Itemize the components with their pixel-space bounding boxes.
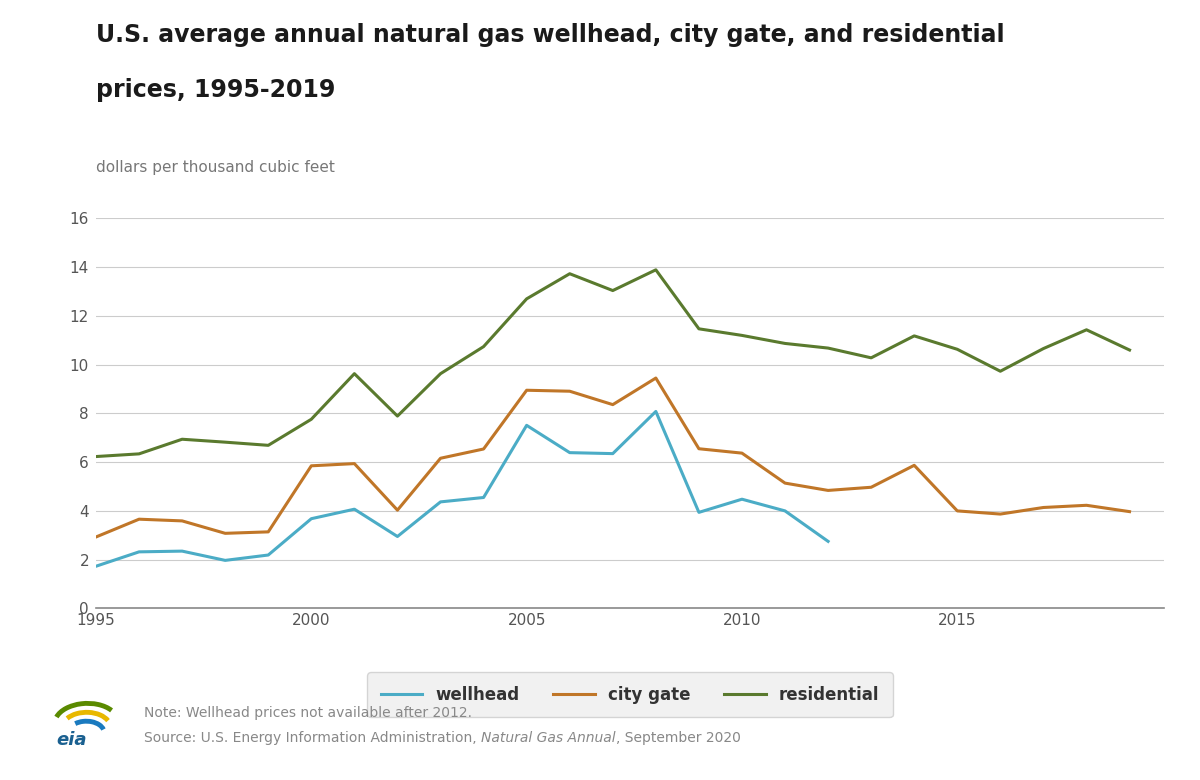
Text: , September 2020: , September 2020 bbox=[616, 731, 740, 745]
Text: Note: Wellhead prices not available after 2012.: Note: Wellhead prices not available afte… bbox=[144, 706, 472, 720]
Text: U.S. average annual natural gas wellhead, city gate, and residential: U.S. average annual natural gas wellhead… bbox=[96, 23, 1004, 48]
Text: prices, 1995-2019: prices, 1995-2019 bbox=[96, 78, 335, 102]
Text: eia: eia bbox=[56, 732, 88, 750]
Text: dollars per thousand cubic feet: dollars per thousand cubic feet bbox=[96, 160, 335, 175]
Legend: wellhead, city gate, residential: wellhead, city gate, residential bbox=[367, 672, 893, 717]
Text: Natural Gas Annual: Natural Gas Annual bbox=[481, 731, 616, 745]
Text: Source: U.S. Energy Information Administration,: Source: U.S. Energy Information Administ… bbox=[144, 731, 481, 745]
